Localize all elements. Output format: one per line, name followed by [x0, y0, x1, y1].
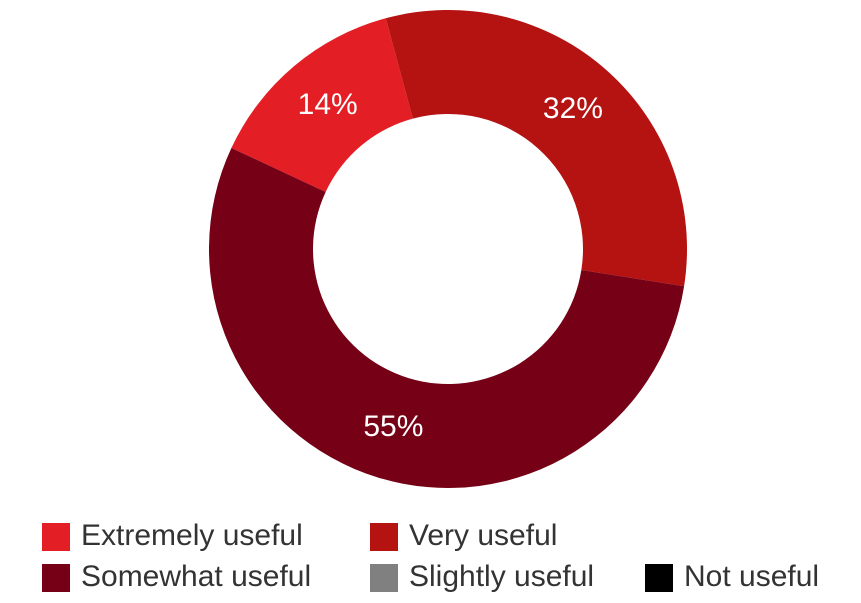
legend-swatch — [42, 523, 70, 551]
slice-label: 14% — [298, 88, 358, 121]
donut-slice — [231, 18, 413, 192]
legend-label: Not useful — [684, 560, 819, 593]
legend-label: Extremely useful — [81, 519, 303, 552]
donut-slice — [385, 10, 687, 287]
legend-label: Somewhat useful — [81, 560, 311, 593]
legend-label: Very useful — [409, 519, 557, 552]
slice-label: 55% — [363, 410, 423, 443]
slice-label: 32% — [543, 92, 603, 125]
legend-swatch — [370, 564, 398, 592]
legend-swatch — [42, 564, 70, 592]
legend-swatch — [370, 523, 398, 551]
legend-swatch — [645, 564, 673, 592]
legend-label: Slightly useful — [409, 560, 594, 593]
donut-slice — [208, 147, 685, 488]
